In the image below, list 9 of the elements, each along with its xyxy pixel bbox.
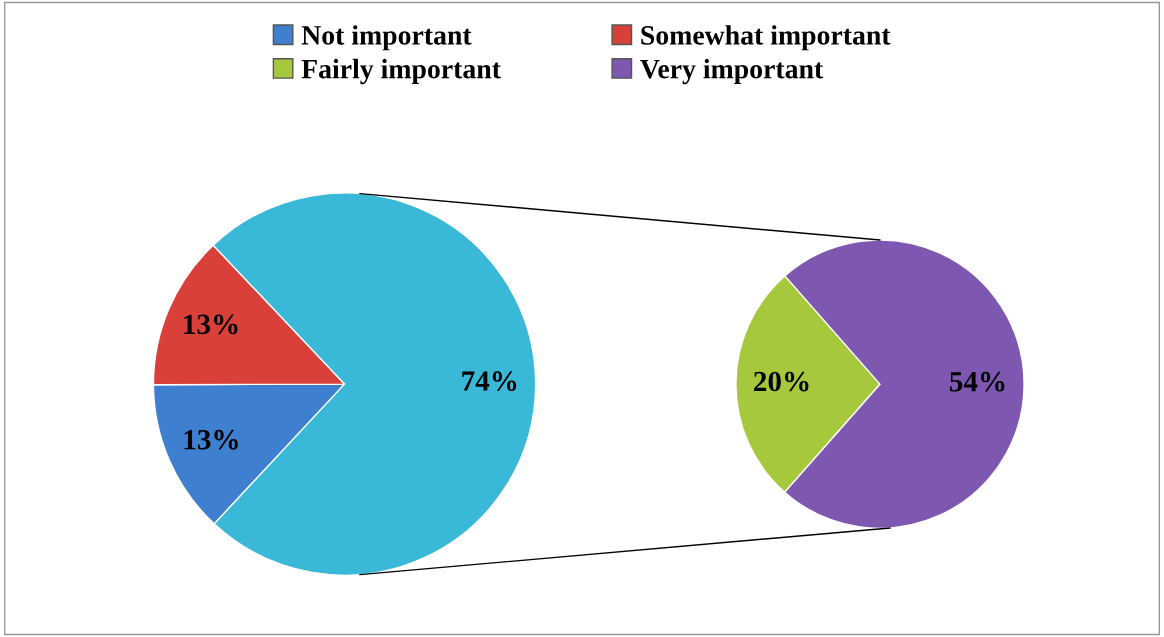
data-label: 54%: [949, 371, 1005, 392]
legend-label: Not important: [301, 25, 472, 51]
data-label: 13%: [184, 429, 238, 450]
legend-label: Fairly important: [301, 58, 501, 85]
data-label: 20%: [754, 371, 809, 392]
data-label: 74%: [462, 371, 517, 391]
legend-label: Very important: [640, 58, 824, 85]
legend-label: Somewhat important: [641, 25, 891, 51]
data-label: 13%: [184, 314, 238, 335]
